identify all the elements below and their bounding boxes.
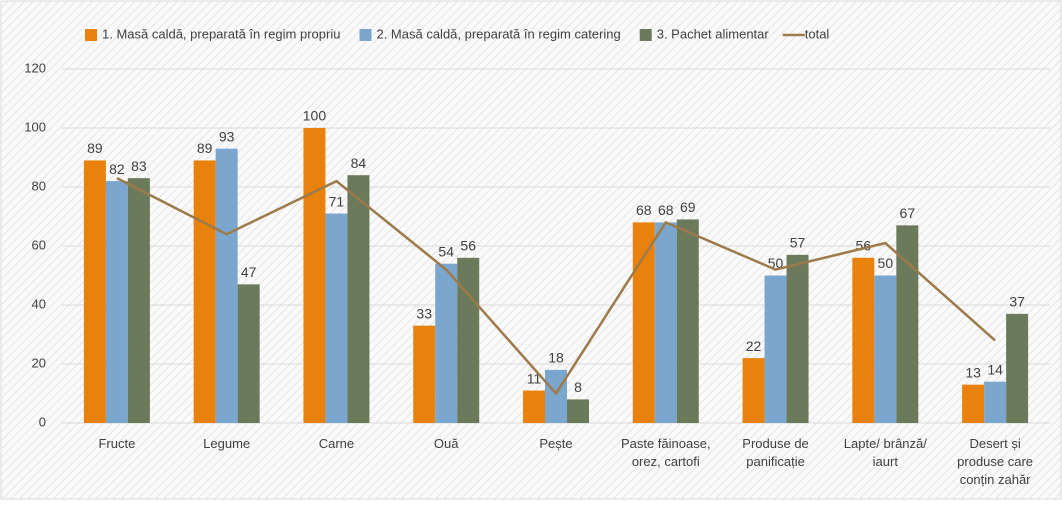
bar: [545, 369, 567, 423]
bar: [435, 263, 458, 423]
data-label: 37: [1009, 294, 1025, 310]
bar: [347, 175, 370, 423]
data-label: 69: [680, 199, 696, 215]
y-tick-label: 20: [32, 355, 46, 370]
data-label: 56: [856, 238, 872, 254]
bar: [764, 275, 787, 423]
x-tick-label: Produse de panificație: [742, 436, 809, 469]
legend-swatch: [85, 29, 97, 41]
bar: [457, 257, 480, 423]
data-label: 22: [746, 338, 762, 354]
x-tick-label: Fructe: [98, 436, 135, 451]
legend-swatch: [359, 29, 372, 41]
bar: [127, 178, 150, 423]
bar: [193, 160, 216, 423]
data-label: 8: [574, 379, 582, 395]
data-label: 13: [965, 364, 981, 380]
bar: [984, 381, 1007, 423]
x-tick-label: Desert și produse care conțin zahăr: [957, 436, 1033, 487]
data-label: 82: [109, 161, 125, 177]
data-label: 83: [131, 158, 147, 174]
legend-label: 2. Masă caldă, preparată în regim cateri…: [376, 26, 620, 41]
bar: [567, 399, 589, 423]
legend-label: 1. Masă caldă, preparată în regim propri…: [102, 26, 340, 41]
bar: [742, 358, 765, 423]
data-label: 47: [241, 264, 257, 280]
data-label: 89: [197, 140, 213, 156]
bar: [786, 254, 809, 423]
bar: [303, 128, 326, 423]
y-tick-label: 0: [39, 414, 46, 429]
line: [116, 177, 996, 396]
x-tick-label: Carne: [319, 436, 354, 451]
legend-swatch: [639, 29, 652, 41]
legend-label: 3. Pachet alimentar: [657, 26, 770, 41]
data-label: 33: [416, 305, 432, 321]
bar: [215, 148, 238, 423]
bar: [523, 390, 545, 423]
bar: [962, 384, 985, 423]
y-tick-label: 100: [24, 119, 46, 134]
data-label: 100: [303, 108, 327, 124]
x-tick-label: Ouă: [434, 436, 459, 451]
data-label: 67: [900, 205, 916, 221]
bar: [237, 284, 260, 423]
x-tick-label: Lapte/ brânză/iaurt: [844, 436, 928, 469]
data-label: 84: [351, 155, 367, 171]
data-label: 68: [658, 202, 674, 218]
bar: [896, 225, 919, 423]
data-label: 56: [460, 238, 476, 254]
y-tick-label: 60: [32, 237, 46, 252]
data-label: 14: [987, 361, 1003, 377]
bar: [105, 181, 128, 423]
bar: [632, 222, 655, 423]
x-tick-label: Pește: [539, 436, 572, 451]
data-label: 89: [87, 140, 103, 156]
x-tick-label: Legume: [203, 436, 250, 451]
bar: [83, 160, 106, 423]
y-tick-label: 120: [24, 60, 46, 75]
legend-label: total: [805, 26, 830, 41]
data-label: 71: [329, 193, 345, 209]
data-label: 11: [527, 370, 542, 386]
data-label: 54: [438, 243, 454, 259]
bar: [676, 219, 699, 423]
data-label: 68: [636, 202, 652, 218]
bar: [654, 222, 677, 423]
bar: [1006, 313, 1029, 423]
y-tick-label: 40: [32, 296, 46, 311]
bar: [413, 325, 436, 423]
data-label: 93: [219, 128, 235, 144]
data-label: 57: [790, 235, 806, 251]
bar: [874, 275, 897, 423]
y-tick-label: 80: [32, 178, 46, 193]
bar: [325, 213, 348, 423]
x-tick-label: Paste făinoase, orez, cartofi: [621, 436, 711, 469]
bar: [852, 257, 875, 423]
data-label: 18: [548, 350, 564, 366]
data-label: 50: [878, 255, 894, 271]
legend: 1. Masă caldă, preparată în regim propri…: [85, 26, 829, 41]
